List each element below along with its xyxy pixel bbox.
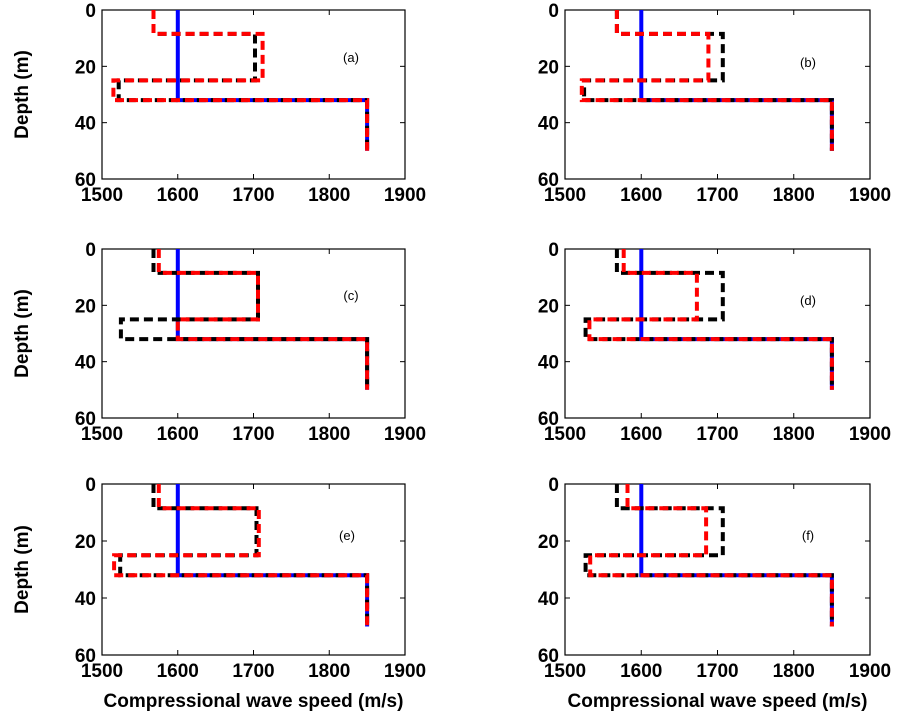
y-tick-label: 20 [538,57,559,78]
y-tick-label: 60 [538,170,559,191]
y-axis-label: Depth (m) [12,289,33,378]
panel-letter-label: (f) [802,528,814,543]
panel-letter-label: (a) [343,50,359,65]
y-tick-label: 40 [538,114,559,135]
x-tick-label: 1900 [849,424,891,445]
x-tick-label: 1700 [696,185,738,206]
y-tick-label: 40 [75,589,96,610]
x-tick-label: 1900 [384,185,426,206]
x-tick-label: 1800 [308,661,350,682]
panel-letter-label: (e) [339,528,355,543]
x-tick-label: 1500 [544,661,586,682]
chart-panel-4: 1500 1600 1700 1800 1900 0 20 40 60 (d) [538,240,891,445]
y-tick-label: 40 [538,353,559,374]
chart-panel-2: 1500 1600 1700 1800 1900 0 20 40 60 (b) [538,1,891,206]
y-tick-label: 20 [538,532,559,553]
x-tick-label: 1700 [696,424,738,445]
y-tick-label: 20 [538,296,559,317]
x-tick-label: 1500 [81,661,123,682]
x-tick-label: 1800 [308,185,350,206]
plot-area [564,248,871,419]
y-tick-label: 20 [75,296,96,317]
chart-panel-5: 1500 1600 1700 1800 1900 0 20 40 60 (e) Depth (m) C… [12,475,426,712]
y-tick-label: 60 [75,409,96,430]
x-tick-label: 1800 [773,661,815,682]
x-tick-label: 1900 [384,661,426,682]
x-axis-label: Compressional wave speed (m/s) [568,691,868,712]
series-line-3 [156,249,370,390]
plot-area [564,9,871,180]
y-tick-label: 0 [85,240,96,261]
x-tick-label: 1700 [232,185,274,206]
x-tick-label: 1800 [308,424,350,445]
y-axis-label: Depth (m) [12,50,33,139]
series-line-3 [587,249,834,390]
series-line-3 [112,484,370,627]
y-tick-label: 60 [538,646,559,667]
x-tick-label: 1600 [620,185,662,206]
y-tick-label: 40 [75,114,96,135]
x-tick-label: 1900 [849,661,891,682]
chart-panel-6: 1500 1600 1700 1800 1900 0 20 40 60 (f) Compressio… [538,475,891,712]
series-line-3 [579,10,834,151]
y-tick-label: 20 [75,532,96,553]
x-tick-label: 1800 [773,424,815,445]
panel-letter-label: (d) [800,293,816,308]
panel-letter-label: (b) [800,55,816,70]
y-tick-label: 0 [548,475,559,496]
x-tick-label: 1500 [81,185,123,206]
y-tick-label: 60 [538,409,559,430]
y-axis-label: Depth (m) [12,525,33,614]
x-tick-label: 1900 [384,424,426,445]
x-tick-label: 1500 [81,424,123,445]
y-tick-label: 20 [75,57,96,78]
y-tick-label: 0 [85,475,96,496]
series-line-3 [111,10,370,151]
chart-panel-3: 1500 1600 1700 1800 1900 0 20 40 60 (c) Depth (m) [12,240,426,445]
x-tick-label: 1600 [157,661,199,682]
y-tick-label: 40 [538,589,559,610]
x-tick-label: 1500 [544,424,586,445]
y-tick-label: 0 [85,1,96,22]
x-tick-label: 1600 [620,424,662,445]
x-tick-label: 1600 [620,661,662,682]
x-tick-label: 1800 [773,185,815,206]
chart-panel-1: 1500 1600 1700 1800 1900 0 20 40 60 (a) Depth (m) [12,1,426,206]
x-tick-label: 1500 [544,185,586,206]
x-tick-label: 1700 [232,424,274,445]
panel-letter-label: (c) [343,288,358,303]
y-tick-label: 0 [548,1,559,22]
y-tick-label: 40 [75,353,96,374]
y-tick-label: 60 [75,170,96,191]
plot-area [101,483,406,656]
x-tick-label: 1900 [849,185,891,206]
x-tick-label: 1700 [696,661,738,682]
plot-area [564,483,871,656]
plot-area [101,248,406,419]
x-tick-label: 1600 [157,185,199,206]
x-axis-label: Compressional wave speed (m/s) [104,691,404,712]
y-tick-label: 60 [75,646,96,667]
y-tick-label: 0 [548,240,559,261]
x-tick-label: 1700 [232,661,274,682]
x-tick-label: 1600 [157,424,199,445]
